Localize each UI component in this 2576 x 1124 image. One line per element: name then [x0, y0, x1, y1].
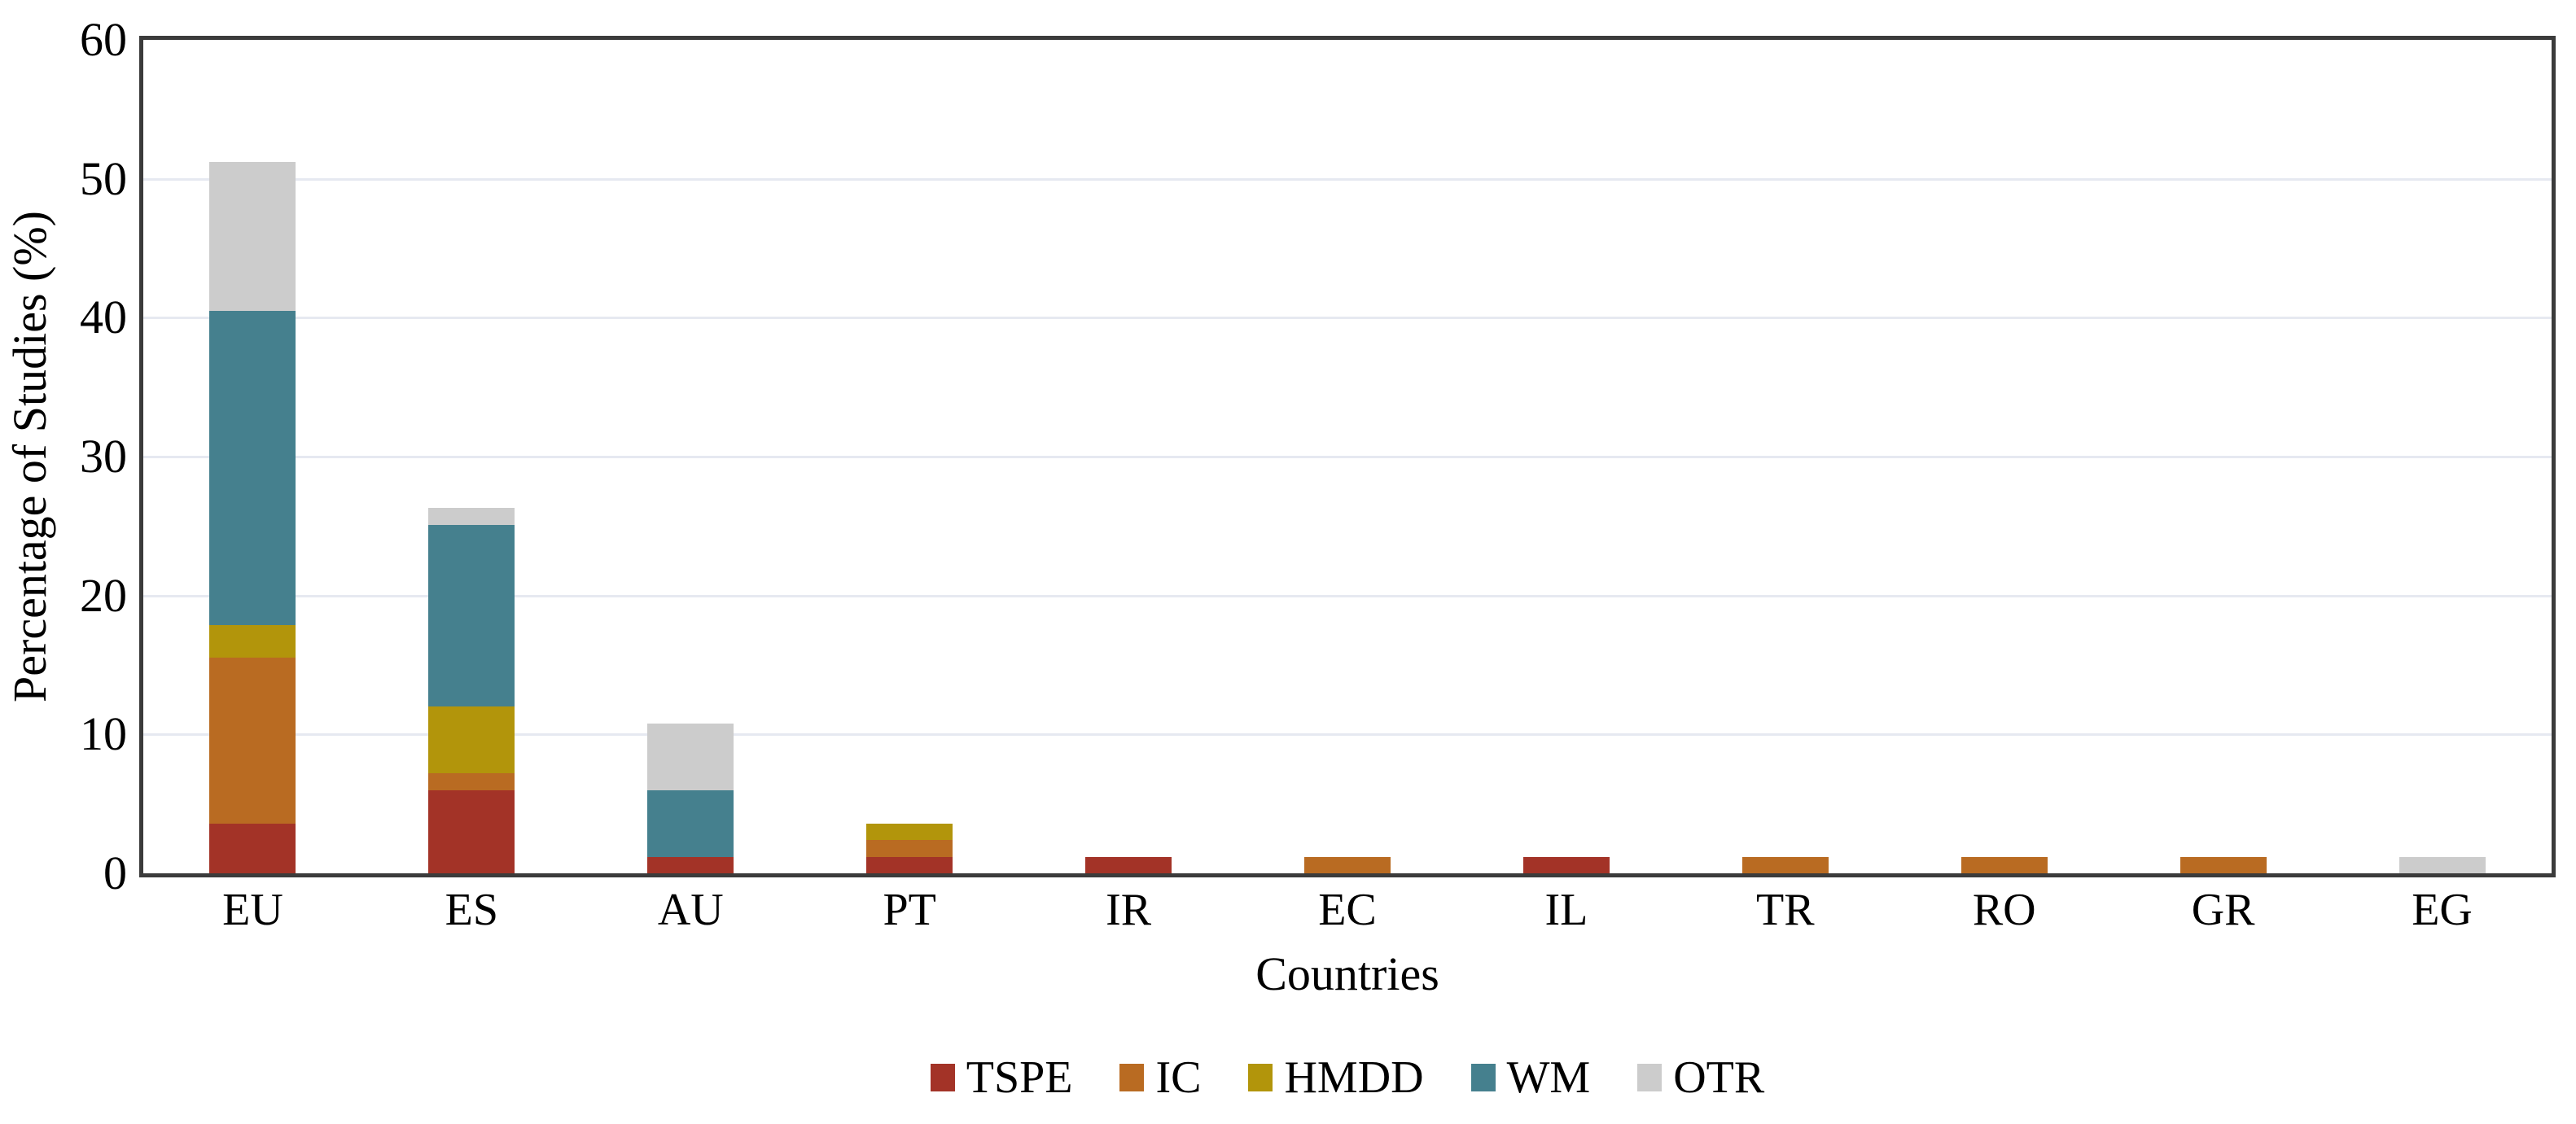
bar-segment-IR-TSPE	[1085, 856, 1172, 873]
y-tick-label-40: 40	[80, 291, 127, 344]
bar-segment-EU-WM	[209, 310, 296, 625]
bar-segment-EG-OTR	[2399, 856, 2486, 873]
x-tick-label-ES: ES	[445, 885, 499, 935]
gridline-50	[143, 177, 2552, 181]
bar-segment-EU-OTR	[209, 162, 296, 311]
legend-label-HMDD: HMDD	[1284, 1052, 1424, 1103]
bar-segment-EU-TSPE	[209, 823, 296, 873]
legend-label-IC: IC	[1155, 1052, 1202, 1103]
y-tick-label-60: 60	[80, 13, 127, 66]
bar-segment-ES-IC	[428, 773, 515, 790]
y-tick-label-20: 20	[80, 568, 127, 622]
legend-swatch-TSPE	[930, 1064, 955, 1091]
x-tick-label-EU: EU	[222, 885, 283, 935]
legend-item-IC: IC	[1119, 1055, 1201, 1100]
x-axis-title: Countries	[1255, 947, 1439, 1000]
y-tick-label-50: 50	[80, 151, 127, 205]
plot-area	[143, 40, 2552, 873]
x-tick-label-GR: GR	[2191, 885, 2255, 935]
legend-item-WM: WM	[1470, 1052, 1591, 1103]
bar-segment-PT-HMDD	[866, 823, 953, 841]
x-tick-label-AU: AU	[657, 885, 724, 935]
bar-segment-EC-IC	[1304, 856, 1391, 873]
x-tick-label-EG: EG	[2412, 885, 2473, 935]
legend-swatch-HMDD	[1248, 1064, 1273, 1091]
legend: TSPE IC HMDD WM OTR	[143, 1055, 2552, 1100]
gridline-30	[143, 456, 2552, 458]
bar-segment-IL-TSPE	[1522, 856, 1610, 873]
gridline-10	[143, 733, 2552, 737]
bar-segment-GR-IC	[2180, 856, 2267, 873]
bar-segment-EU-IC	[209, 658, 296, 824]
y-tick-label-0: 0	[103, 846, 127, 899]
x-tick-label-IL: IL	[1544, 885, 1588, 935]
gridline-40	[143, 317, 2552, 320]
legend-swatch-OTR	[1637, 1064, 1663, 1091]
x-tick-label-EC: EC	[1318, 885, 1377, 935]
y-tick-label-30: 30	[80, 430, 127, 483]
bar-segment-TR-IC	[1741, 856, 1829, 873]
gridline-20	[143, 594, 2552, 597]
bar-segment-AU-WM	[647, 789, 734, 857]
bar-segment-PT-TSPE	[866, 856, 953, 873]
legend-label-TSPE: TSPE	[966, 1052, 1073, 1103]
bar-segment-EU-HMDD	[209, 624, 296, 658]
bar-segment-PT-IC	[866, 840, 953, 857]
legend-item-TSPE: TSPE	[930, 1052, 1073, 1103]
bar-segment-RO-IC	[1960, 856, 2048, 873]
bar-segment-ES-HMDD	[428, 706, 515, 774]
bar-segment-ES-OTR	[428, 508, 515, 525]
legend-item-OTR: OTR	[1637, 1055, 1764, 1100]
x-tick-label-PT: PT	[883, 885, 936, 935]
x-tick-label-TR: TR	[1756, 885, 1815, 935]
legend-label-WM: WM	[1506, 1052, 1591, 1103]
bar-segment-ES-WM	[428, 524, 515, 707]
bar-segment-AU-OTR	[647, 723, 734, 790]
legend-swatch-IC	[1119, 1064, 1145, 1091]
x-tick-label-IR: IR	[1106, 885, 1152, 935]
bar-segment-ES-TSPE	[428, 789, 515, 873]
bar-segment-AU-TSPE	[647, 856, 734, 873]
x-tick-label-RO: RO	[1972, 885, 2036, 935]
y-tick-label-10: 10	[80, 707, 127, 761]
legend-swatch-WM	[1470, 1064, 1496, 1091]
legend-item-HMDD: HMDD	[1248, 1052, 1424, 1103]
legend-label-OTR: OTR	[1673, 1052, 1765, 1103]
